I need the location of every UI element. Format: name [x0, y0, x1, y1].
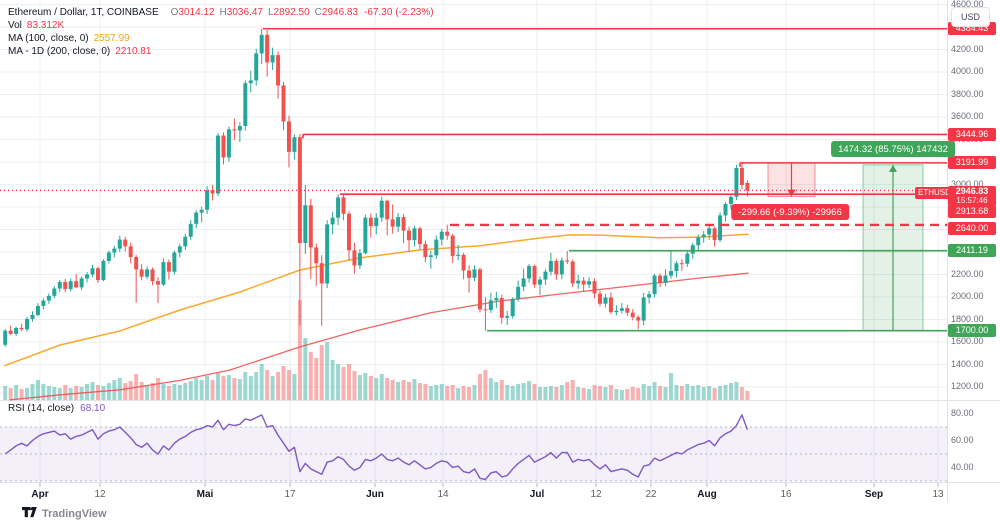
price-tick-label: 4200.00 — [951, 43, 984, 54]
price-tick-label: 1400.00 — [951, 358, 984, 369]
bar-countdown: 15:57:46 — [956, 196, 988, 205]
price-tick-label: 1800.00 — [951, 313, 984, 324]
time-tick-label: Sep — [864, 489, 884, 500]
time-tick-label: Mai — [196, 489, 214, 500]
time-tick-label: 17 — [284, 489, 296, 500]
time-tick-label: Apr — [31, 489, 49, 500]
price-level-label: 3191.99 — [948, 156, 996, 170]
price-level-lines — [263, 27, 947, 332]
rsi-tick-label: 60.00 — [951, 435, 974, 445]
tradingview-logo-icon — [22, 507, 37, 518]
rsi-tick-label: 40.00 — [951, 462, 974, 472]
rsi-line — [4, 414, 749, 481]
price-level-label: 2411.19 — [948, 244, 996, 258]
measure-up-label: 1474.32 (85.75%) 147432 — [831, 141, 955, 157]
price-tick-label: 3600.00 — [951, 111, 984, 122]
time-tick-label: 22 — [645, 489, 657, 500]
time-tick-label: 14 — [437, 489, 449, 500]
price-level-label: 2640.00 — [948, 221, 996, 235]
ma200-line — [9, 272, 749, 401]
volume-bars — [3, 300, 750, 400]
candles-layer — [3, 28, 750, 348]
current-price-label[interactable]: 2946.83 15:57:46 — [948, 186, 996, 206]
price-tick-label: 4000.00 — [951, 66, 984, 77]
price-tick-label: 2000.00 — [951, 291, 984, 302]
price-tick-label: 3000.00 — [951, 178, 984, 189]
time-tick-label: 13 — [932, 489, 944, 500]
time-tick-label: 12 — [94, 489, 106, 500]
price-tick-label: 1200.00 — [951, 381, 984, 392]
pane-dividers — [0, 0, 1000, 502]
current-price-value: 2946.83 — [955, 186, 989, 196]
drawing-boxes — [767, 162, 924, 332]
time-tick-label: Jun — [366, 489, 384, 500]
time-tick-label: 12 — [590, 489, 602, 500]
ma100-line — [4, 233, 749, 367]
price-tick-label: 3800.00 — [951, 88, 984, 99]
rsi-tick-label: 80.00 — [951, 408, 974, 418]
time-tick-label: 16 — [780, 489, 792, 500]
price-level-label: 3444.96 — [948, 127, 996, 141]
time-tick-label: Jul — [529, 489, 545, 500]
tradingview-logo[interactable]: TradingView — [22, 507, 107, 520]
price-tick-label: 1600.00 — [951, 336, 984, 347]
tradingview-logo-text: TradingView — [42, 507, 107, 520]
measure-down-label: -299.66 (-9.39%) -29966 — [731, 204, 849, 220]
grid-lines — [0, 0, 947, 482]
symbol-price-tag: ETHUSD — [915, 187, 954, 199]
price-tick-label: 2200.00 — [951, 268, 984, 279]
time-tick-marks — [39, 483, 939, 487]
price-tick-label: 4600.00 — [951, 0, 984, 9]
currency-toggle-button[interactable]: USD — [951, 7, 990, 27]
time-tick-label: Aug — [697, 489, 717, 500]
price-level-label: 2913.68 — [948, 204, 996, 218]
price-level-label: 1700.00 — [948, 324, 996, 338]
rsi-band — [0, 426, 947, 482]
